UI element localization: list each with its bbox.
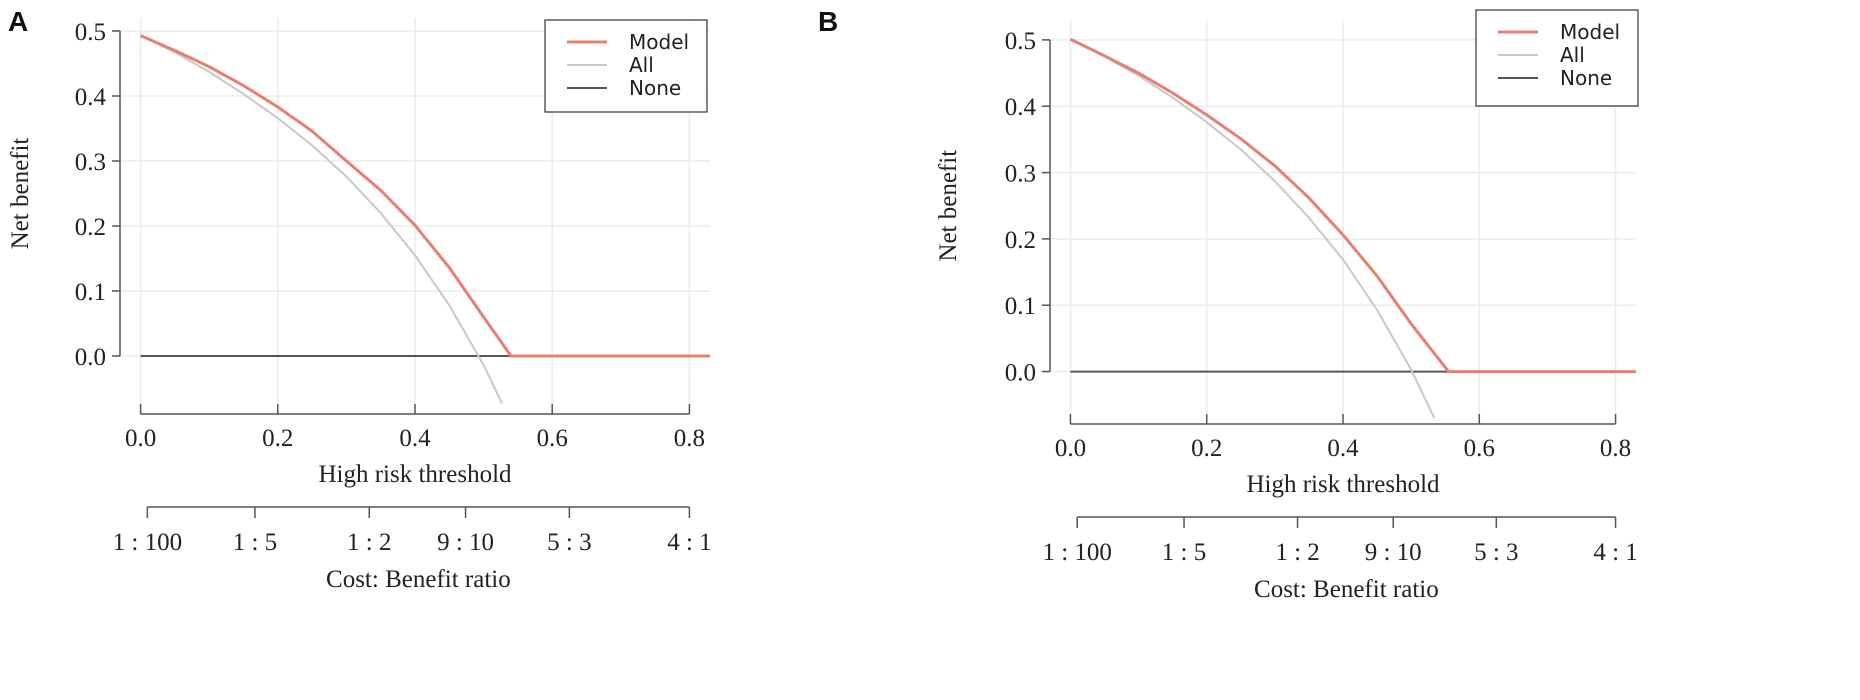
- y-tick-label: 0.2: [1005, 227, 1036, 254]
- legend-box: [544, 19, 708, 113]
- y-tick-label: 0.4: [75, 84, 107, 111]
- legend-label-model: Model: [629, 30, 689, 54]
- cost-benefit-tick-label: 1 : 5: [233, 529, 277, 556]
- y-tick-label: 0.0: [1005, 360, 1036, 387]
- cost-benefit-tick-label: 1 : 2: [1275, 539, 1319, 566]
- x-tick-label: 0.2: [262, 425, 293, 452]
- y-tick-label: 0.4: [1005, 94, 1037, 121]
- panel-label-a: A: [8, 6, 29, 37]
- y-tick-label: 0.1: [1005, 293, 1036, 320]
- x-tick-label: 0.2: [1191, 435, 1222, 462]
- y-tick-label: 0.5: [1005, 28, 1036, 55]
- panel-b: B 0.0 0.1 0.2 0.3 0.4 0.5 Net benefit 0.0 0.2 0.4…: [818, 0, 1860, 700]
- cost-benefit-tick-label: 1 : 2: [347, 529, 391, 556]
- series-line-model: [1069, 37, 1636, 374]
- series-line-model: [140, 34, 710, 358]
- legend-label-all: All: [1560, 43, 1585, 67]
- series-line-all: [1069, 38, 1436, 419]
- x-tick-label: 0.6: [1464, 435, 1495, 462]
- x-axis-title: High risk threshold: [318, 461, 512, 488]
- x-axis-title: High risk threshold: [1246, 471, 1440, 498]
- cost-benefit-tick-label: 1 : 100: [1042, 539, 1111, 566]
- series-line-all: [140, 34, 504, 404]
- y-tick-label: 0.1: [75, 279, 106, 306]
- x-tick-label: 0.6: [537, 425, 568, 452]
- cost-benefit-tick-label: 4 : 1: [667, 529, 711, 556]
- legend-label-none: None: [1560, 66, 1612, 90]
- panel-a: A 0.0 0.1 0.2 0.3 0.4 0.5 Net benefit 0.0 0.2 0.4…: [7, 6, 712, 593]
- cost-benefit-tick-label: 9 : 10: [1365, 539, 1422, 566]
- x-tick-label: 0.0: [125, 425, 156, 452]
- cost-benefit-tick-label: 5 : 3: [1474, 539, 1518, 566]
- panel-label-b: B: [818, 6, 839, 37]
- cost-benefit-axis-title: Cost: Benefit ratio: [1254, 576, 1439, 603]
- cost-benefit-tick-label: 9 : 10: [437, 529, 494, 556]
- y-axis-title: Net benefit: [935, 150, 962, 262]
- y-tick-label: 0.2: [75, 214, 106, 241]
- legend-label-model: Model: [1560, 20, 1620, 44]
- x-tick-label: 0.4: [1327, 435, 1359, 462]
- cost-benefit-axis-title: Cost: Benefit ratio: [326, 566, 511, 593]
- decision-curve-chart-a: 0.0 0.1 0.2 0.3 0.4 0.5 Net benefit 0.0 0.2 0.4 0.…: [7, 18, 712, 593]
- y-tick-label: 0.3: [1005, 161, 1036, 188]
- y-tick-label: 0.3: [75, 149, 106, 176]
- legend-label-all: All: [629, 53, 654, 77]
- y-tick-label: 0.5: [75, 19, 106, 46]
- legend-box: [1475, 9, 1639, 107]
- x-tick-label: 0.4: [399, 425, 431, 452]
- legend-label-none: None: [629, 76, 681, 100]
- cost-benefit-tick-label: 1 : 5: [1162, 539, 1206, 566]
- decision-curve-chart-b: 0.0 0.1 0.2 0.3 0.4 0.5 Net benefit 0.0 0.2 0.4 0.…: [935, 9, 1639, 603]
- x-tick-label: 0.8: [1600, 435, 1631, 462]
- x-tick-label: 0.0: [1055, 435, 1086, 462]
- y-axis-title: Net benefit: [7, 138, 34, 250]
- cost-benefit-tick-label: 4 : 1: [1593, 539, 1637, 566]
- y-tick-label: 0.0: [75, 344, 106, 371]
- cost-benefit-tick-label: 1 : 100: [113, 529, 182, 556]
- cost-benefit-tick-label: 5 : 3: [547, 529, 591, 556]
- x-tick-label: 0.8: [674, 425, 705, 452]
